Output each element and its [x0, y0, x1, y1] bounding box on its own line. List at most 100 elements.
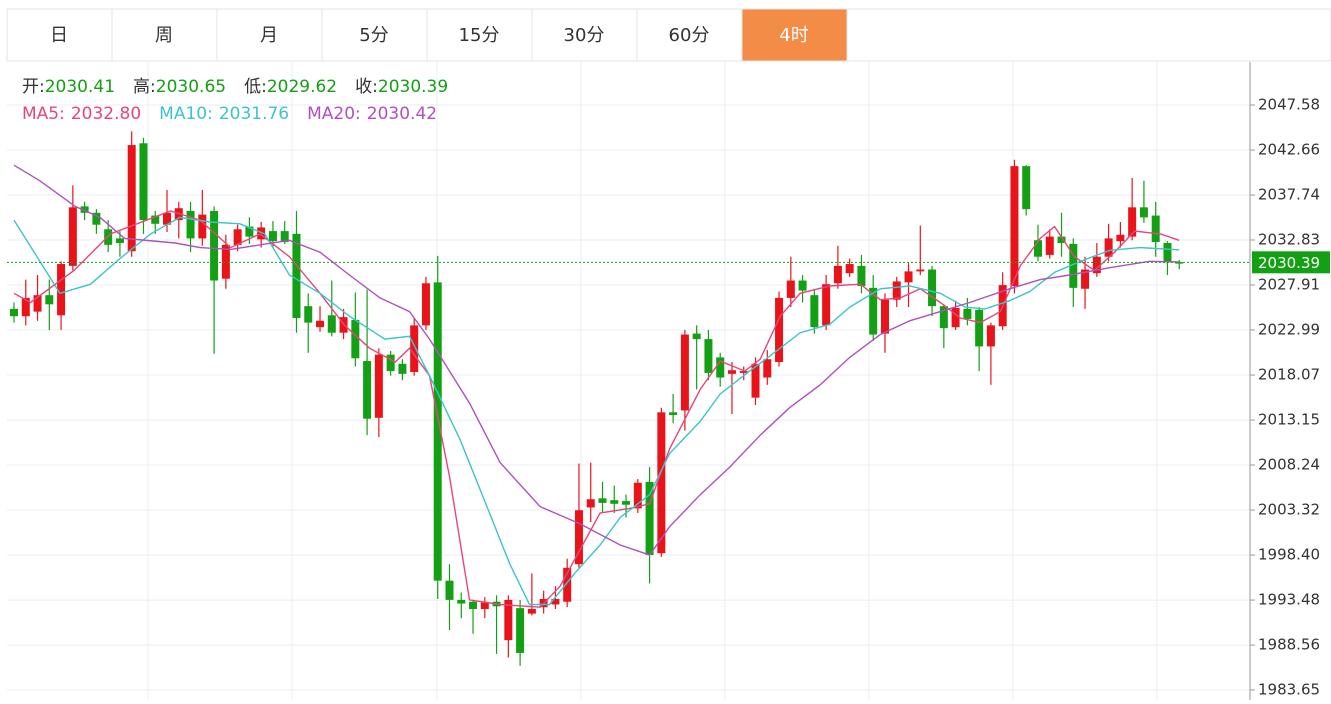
candle-body: [469, 601, 478, 610]
candle-body: [316, 320, 325, 328]
candle-body: [398, 363, 407, 374]
tab-label[interactable]: 60分: [669, 25, 710, 46]
candle-body: [57, 264, 66, 316]
candle-body: [751, 363, 760, 398]
candle-body: [727, 370, 736, 374]
ma-legend-value: 2032.80: [71, 104, 141, 124]
y-tick-label: 2042.66: [1258, 141, 1320, 159]
candle-body: [680, 334, 689, 411]
candle-body: [692, 333, 701, 340]
candle-body: [163, 212, 172, 225]
candle-body: [975, 309, 984, 347]
candle-body: [21, 297, 30, 317]
tab[interactable]: [6, 8, 113, 62]
ohlc-label: 收:: [355, 77, 378, 97]
tab-label[interactable]: 日: [50, 25, 68, 46]
ma-legend-label: MA5:: [22, 104, 65, 124]
candle-body: [10, 308, 18, 317]
candle-body: [657, 412, 666, 554]
ma-line: [13, 210, 1180, 608]
candle-body: [151, 215, 160, 224]
ohlc-value: 2030.65: [156, 77, 226, 97]
candle-body: [1022, 166, 1031, 210]
candle-body: [810, 295, 819, 328]
candle-body: [822, 284, 831, 326]
candle-body: [1163, 243, 1172, 263]
tab-label[interactable]: 30分: [564, 25, 605, 46]
last-price-box: [1252, 251, 1330, 274]
candle-body: [775, 297, 784, 362]
candle-body: [586, 499, 595, 508]
ma-legend-value: 2031.76: [219, 104, 289, 124]
y-tick-label: 2032.83: [1258, 230, 1320, 248]
tab[interactable]: [426, 8, 533, 62]
tab[interactable]: [741, 8, 848, 62]
candle-body: [1010, 166, 1019, 287]
tab-label[interactable]: 5分: [359, 25, 388, 46]
candle-body: [221, 244, 230, 279]
candle-body: [669, 412, 678, 416]
candle-body: [410, 325, 419, 373]
candle-body: [916, 269, 925, 272]
candle-body: [857, 265, 866, 287]
candle-body: [563, 567, 572, 602]
candle-body: [433, 282, 442, 581]
candle-body: [939, 306, 948, 329]
candle-body: [574, 510, 583, 565]
candle-body: [421, 283, 430, 326]
y-tick-label: 1988.56: [1258, 636, 1320, 654]
y-tick-label: 2013.15: [1258, 411, 1320, 429]
candle-body: [351, 319, 360, 359]
tab-label[interactable]: 15分: [459, 25, 500, 46]
candle-body: [1092, 256, 1101, 274]
ma-legend-label: MA20:: [307, 104, 361, 124]
candle-body: [80, 206, 89, 213]
tab-label[interactable]: 4时: [779, 25, 808, 46]
candle-body: [280, 231, 289, 243]
candle-body: [233, 229, 242, 245]
candle-body: [92, 212, 101, 225]
ohlc-value: 2029.62: [267, 77, 337, 97]
candle-body: [257, 227, 266, 240]
candle-body: [33, 295, 42, 312]
tab-label[interactable]: 周: [155, 25, 173, 46]
candle-body: [68, 207, 77, 266]
candle-body: [374, 354, 383, 418]
candle-body: [480, 602, 489, 610]
y-tick-label: 2003.32: [1258, 501, 1320, 519]
candle-body: [798, 280, 807, 291]
candle-body: [445, 580, 454, 600]
candle-body: [1151, 215, 1160, 243]
candle-body: [292, 233, 301, 319]
tab-label[interactable]: 月: [260, 25, 278, 46]
candle-body: [928, 269, 937, 307]
candle-body: [1069, 243, 1078, 288]
candle-body: [504, 599, 513, 641]
candle-body: [904, 271, 913, 283]
candle-body: [763, 359, 772, 378]
y-tick-label: 2018.07: [1258, 366, 1320, 384]
candle-body: [1128, 207, 1137, 237]
candle-body: [622, 501, 631, 505]
candle-body: [704, 339, 713, 373]
ma-line: [13, 216, 1180, 606]
candle-body: [845, 264, 854, 274]
candle-body: [516, 608, 525, 653]
ma-legend-label: MA10:: [159, 104, 213, 124]
candle-body: [833, 265, 842, 284]
candle-body: [198, 214, 207, 239]
tab[interactable]: [321, 8, 428, 62]
candle-body: [245, 226, 254, 237]
ohlc-label: 高:: [133, 77, 156, 97]
candle-body: [1175, 262, 1184, 264]
tab[interactable]: [531, 8, 638, 62]
ohlc-label: 低:: [244, 77, 267, 97]
tab[interactable]: [216, 8, 323, 62]
tab[interactable]: [111, 8, 218, 62]
candle-body: [869, 287, 878, 335]
candle-body: [45, 295, 54, 305]
candle-body: [739, 371, 748, 373]
y-tick-label: 2037.74: [1258, 186, 1320, 204]
ohlc-value: 2030.41: [45, 77, 115, 97]
